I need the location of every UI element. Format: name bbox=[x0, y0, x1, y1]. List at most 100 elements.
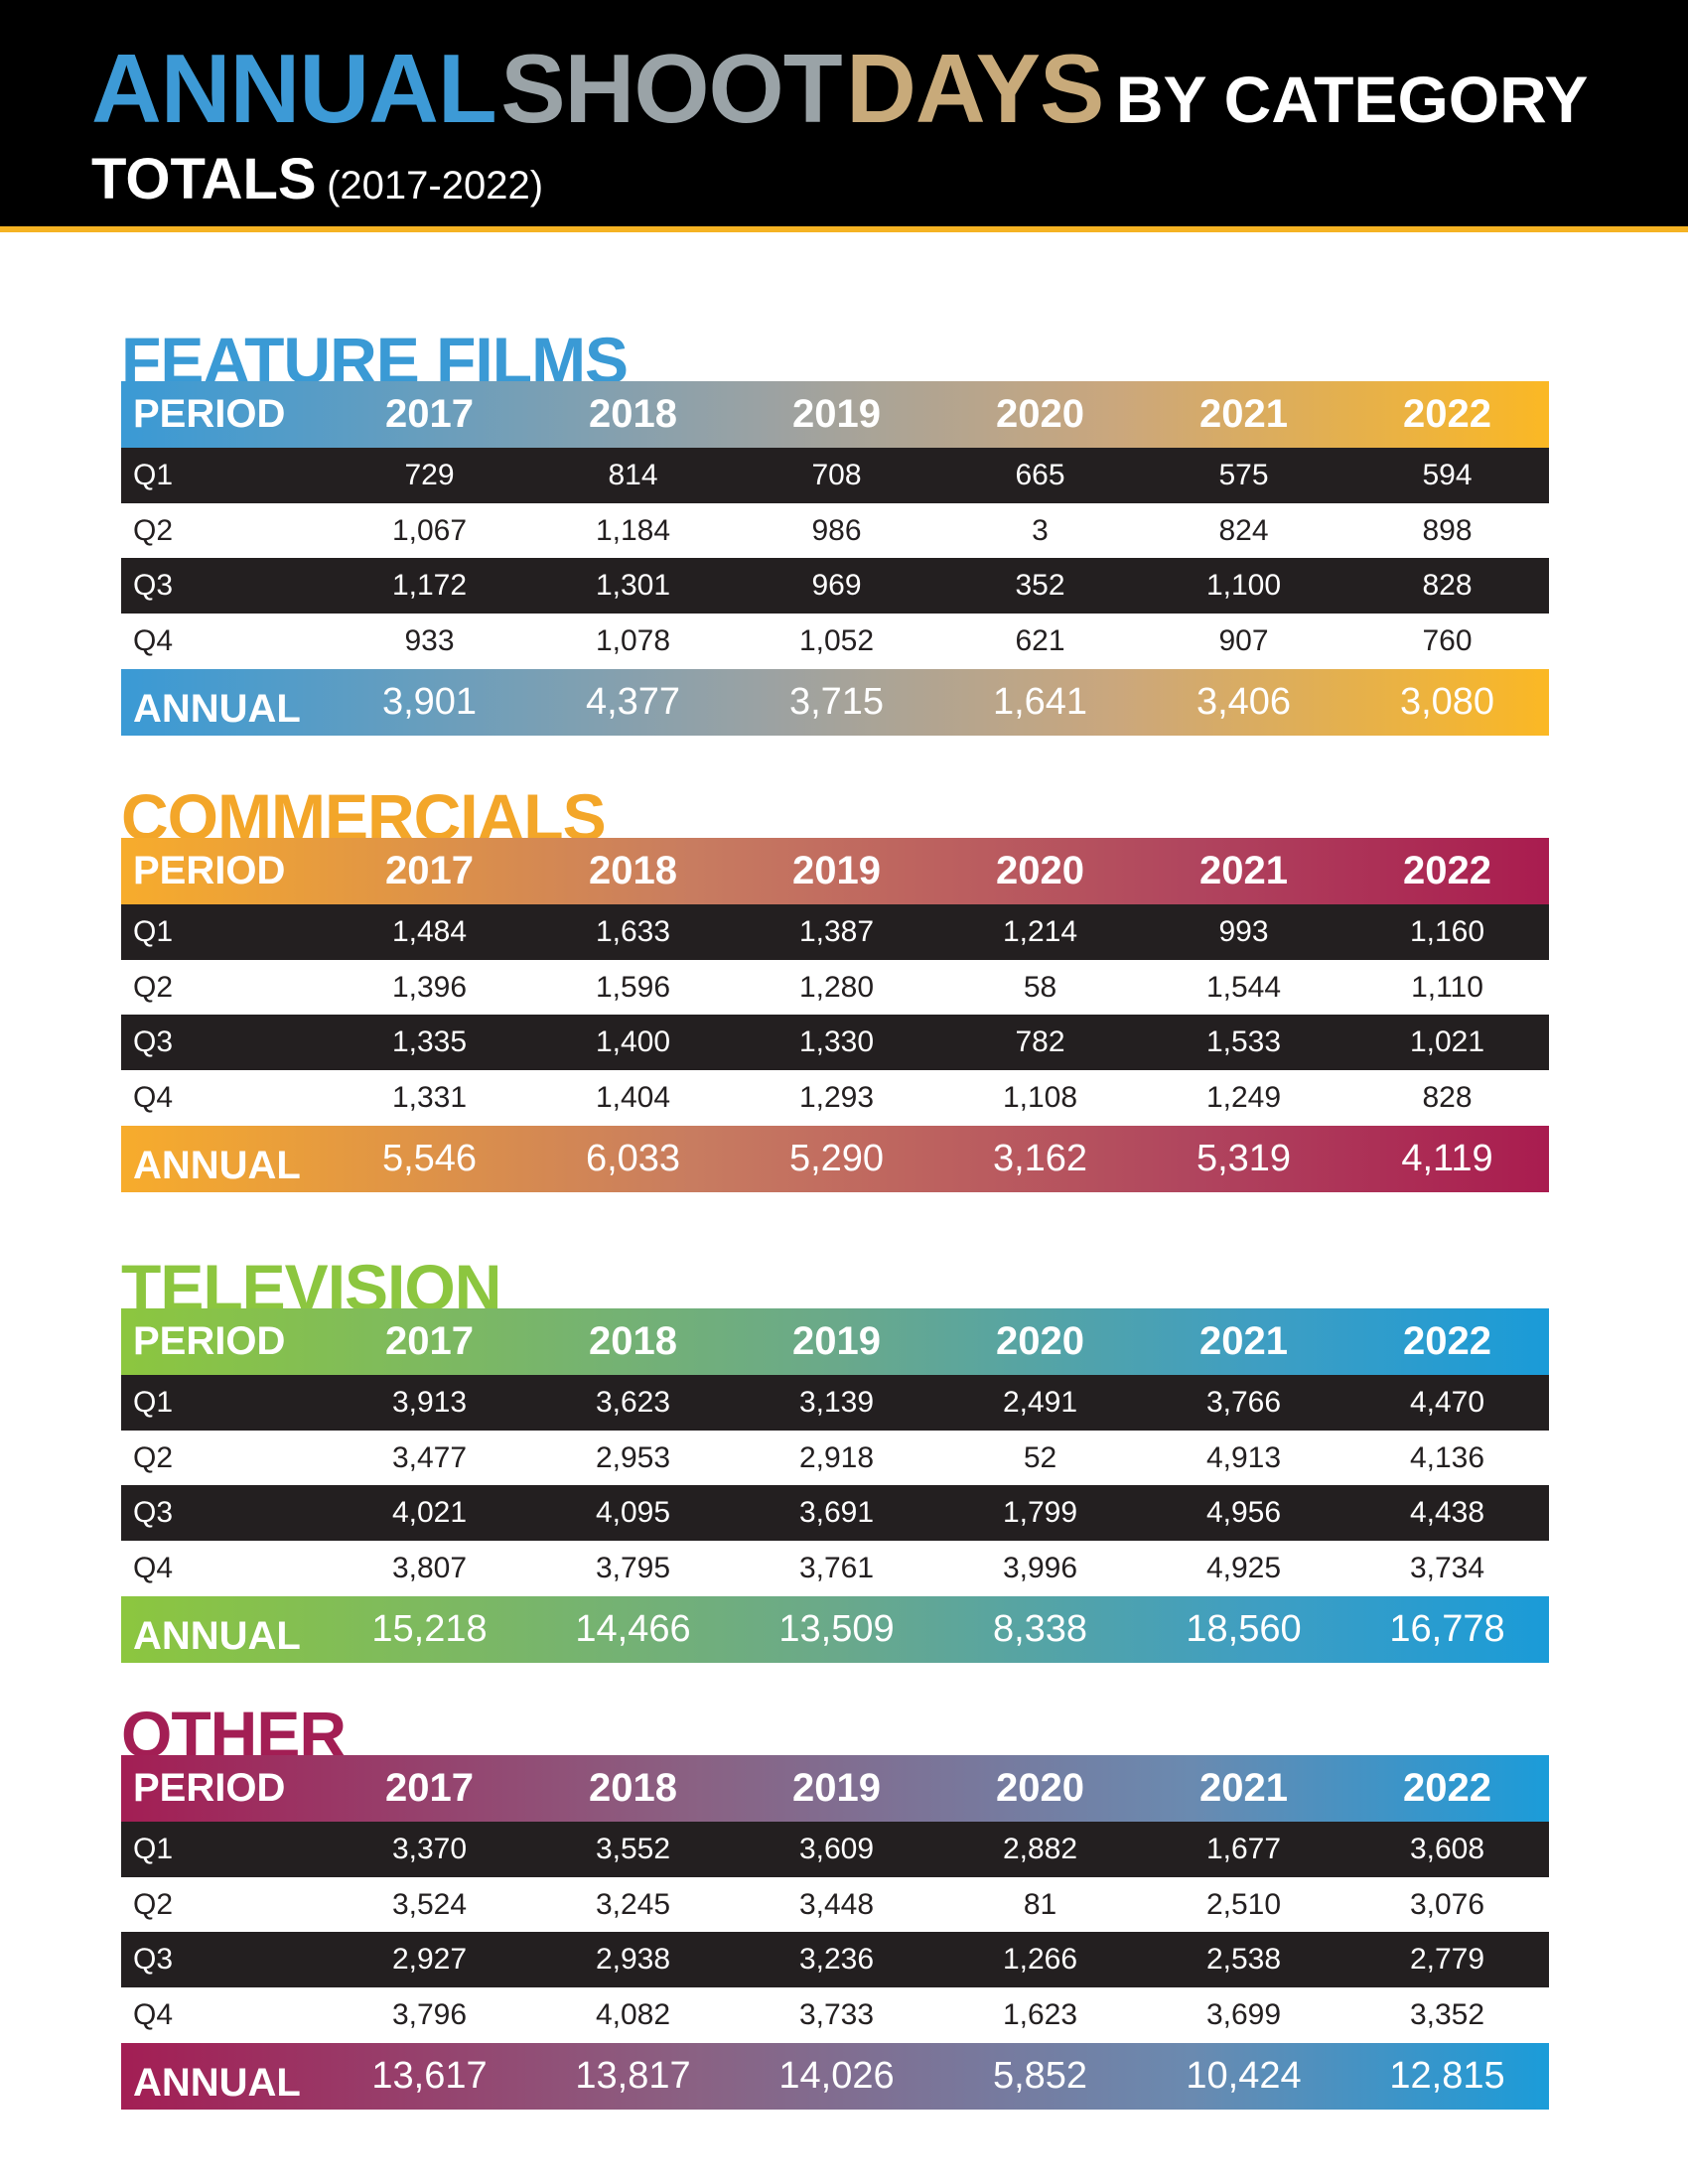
table-header-row: PERIOD 2017 2018 2019 2020 2021 2022 bbox=[121, 838, 1549, 904]
table-cell: 3,448 bbox=[798, 1887, 875, 1921]
table-cell: 1,331 bbox=[391, 1080, 468, 1114]
column-header: 2021 bbox=[1199, 1319, 1288, 1363]
table-cell: 1,677 bbox=[1205, 1832, 1282, 1865]
column-header: 2020 bbox=[996, 849, 1084, 892]
table-cell: 782 bbox=[1015, 1025, 1065, 1059]
table-cell: 1,330 bbox=[798, 1025, 875, 1059]
table-cell: 2,927 bbox=[391, 1943, 468, 1977]
annual-cell: 3,162 bbox=[992, 1137, 1088, 1179]
row-label: Q4 bbox=[133, 1997, 174, 2031]
table-cell: 621 bbox=[1015, 623, 1065, 657]
table-cell: 665 bbox=[1015, 458, 1065, 491]
column-header: 2019 bbox=[792, 1766, 881, 1810]
column-header: 2017 bbox=[385, 392, 474, 436]
table-row: Q2 3,477 2,953 2,918 52 4,913 4,136 bbox=[121, 1430, 1549, 1486]
table-cell: 1,799 bbox=[1002, 1496, 1078, 1530]
row-label: Q4 bbox=[133, 1551, 174, 1584]
subtitle-totals: TOTALS bbox=[91, 147, 317, 211]
table-cell: 3,795 bbox=[595, 1551, 671, 1584]
table-header-row: PERIOD 2017 2018 2019 2020 2021 2022 bbox=[121, 1308, 1549, 1375]
table-cell: 3,076 bbox=[1409, 1887, 1485, 1921]
column-header: 2019 bbox=[792, 849, 881, 892]
table-cell: 81 bbox=[1023, 1887, 1057, 1921]
table-cell: 3,236 bbox=[798, 1943, 875, 1977]
annual-cell: 12,815 bbox=[1389, 2054, 1505, 2097]
column-header: PERIOD bbox=[133, 392, 286, 436]
row-label: ANNUAL bbox=[133, 686, 301, 731]
table-cell: 1,596 bbox=[595, 970, 671, 1004]
table-cell: 4,925 bbox=[1205, 1551, 1282, 1584]
annual-total-row: ANNUAL 15,218 14,466 13,509 8,338 18,560… bbox=[121, 1595, 1549, 1663]
table-cell: 3,609 bbox=[798, 1832, 875, 1865]
table-row: Q1 729 814 708 665 575 594 bbox=[121, 448, 1549, 503]
table-cell: 1,396 bbox=[391, 970, 468, 1004]
table-row: Q3 1,335 1,400 1,330 782 1,533 1,021 bbox=[121, 1015, 1549, 1071]
table-cell: 4,021 bbox=[391, 1496, 468, 1530]
title-annual: ANNUAL bbox=[91, 34, 497, 143]
data-table: PERIOD 2017 2018 2019 2020 2021 2022 Q1 … bbox=[121, 381, 1549, 736]
table-cell: 1,100 bbox=[1205, 569, 1282, 603]
table-cell: 708 bbox=[811, 458, 862, 491]
table-cell: 2,510 bbox=[1205, 1887, 1282, 1921]
row-label: ANNUAL bbox=[133, 2060, 301, 2105]
row-label: Q2 bbox=[133, 513, 174, 547]
column-header: 2022 bbox=[1403, 1766, 1491, 1810]
table-cell: 3,766 bbox=[1205, 1385, 1282, 1419]
column-header: 2021 bbox=[1199, 1766, 1288, 1810]
table-row: Q1 3,913 3,623 3,139 2,491 3,766 4,470 bbox=[121, 1375, 1549, 1431]
page-subtitle: TOTALS (2017-2022) bbox=[91, 151, 543, 208]
table-cell: 58 bbox=[1023, 970, 1057, 1004]
table-cell: 933 bbox=[404, 623, 455, 657]
column-header: 2020 bbox=[996, 1766, 1084, 1810]
table-cell: 3,734 bbox=[1409, 1551, 1485, 1584]
table-row: Q2 1,396 1,596 1,280 58 1,544 1,110 bbox=[121, 959, 1549, 1016]
table-cell: 3,807 bbox=[391, 1551, 468, 1584]
table-cell: 1,400 bbox=[595, 1025, 671, 1059]
annual-cell: 6,033 bbox=[585, 1137, 681, 1179]
table-cell: 1,280 bbox=[798, 970, 875, 1004]
annual-cell: 5,546 bbox=[381, 1137, 478, 1179]
table-cell: 986 bbox=[811, 513, 862, 547]
row-label: ANNUAL bbox=[133, 1143, 301, 1187]
table-cell: 3,996 bbox=[1002, 1551, 1078, 1584]
table-cell: 1,172 bbox=[391, 569, 468, 603]
table-cell: 352 bbox=[1015, 569, 1065, 603]
annual-cell: 5,290 bbox=[788, 1137, 885, 1179]
column-header: 2017 bbox=[385, 1766, 474, 1810]
table-cell: 2,779 bbox=[1409, 1943, 1485, 1977]
table-cell: 3,245 bbox=[595, 1887, 671, 1921]
annual-total-row: ANNUAL 5,546 6,033 5,290 3,162 5,319 4,1… bbox=[121, 1125, 1549, 1192]
table-row: Q3 2,927 2,938 3,236 1,266 2,538 2,779 bbox=[121, 1932, 1549, 1988]
table-cell: 1,160 bbox=[1409, 914, 1485, 948]
table-cell: 4,082 bbox=[595, 1997, 671, 2031]
row-label: Q2 bbox=[133, 1887, 174, 1921]
table-cell: 1,335 bbox=[391, 1025, 468, 1059]
annual-cell: 15,218 bbox=[371, 1607, 488, 1650]
column-header: 2022 bbox=[1403, 1319, 1491, 1363]
row-label: Q3 bbox=[133, 1025, 174, 1059]
table-header-row: PERIOD 2017 2018 2019 2020 2021 2022 bbox=[121, 1755, 1549, 1822]
table-cell: 52 bbox=[1023, 1440, 1057, 1474]
row-label: Q3 bbox=[133, 569, 174, 603]
row-label: Q2 bbox=[133, 1440, 174, 1474]
row-label: ANNUAL bbox=[133, 1613, 301, 1658]
table-cell: 2,491 bbox=[1002, 1385, 1078, 1419]
title-days: DAYS bbox=[846, 34, 1104, 143]
table-cell: 3,796 bbox=[391, 1997, 468, 2031]
table-cell: 1,067 bbox=[391, 513, 468, 547]
table-cell: 1,544 bbox=[1205, 970, 1282, 1004]
table-row: Q1 3,370 3,552 3,609 2,882 1,677 3,608 bbox=[121, 1822, 1549, 1877]
annual-cell: 3,901 bbox=[381, 680, 478, 723]
column-header: 2020 bbox=[996, 392, 1084, 436]
column-header: PERIOD bbox=[133, 1766, 286, 1810]
column-header: 2021 bbox=[1199, 849, 1288, 892]
page-header: ANNUAL SHOOT DAYS BY CATEGORY TOTALS (20… bbox=[0, 0, 1688, 232]
table-cell: 575 bbox=[1218, 458, 1269, 491]
table-cell: 1,110 bbox=[1411, 970, 1483, 1004]
table-cell: 3,139 bbox=[798, 1385, 875, 1419]
table-cell: 2,882 bbox=[1002, 1832, 1078, 1865]
title-by-category: BY CATEGORY bbox=[1115, 63, 1589, 136]
table-cell: 1,633 bbox=[595, 914, 671, 948]
annual-total-row: ANNUAL 13,617 13,817 14,026 5,852 10,424… bbox=[121, 2042, 1549, 2110]
annual-cell: 4,377 bbox=[585, 680, 681, 723]
